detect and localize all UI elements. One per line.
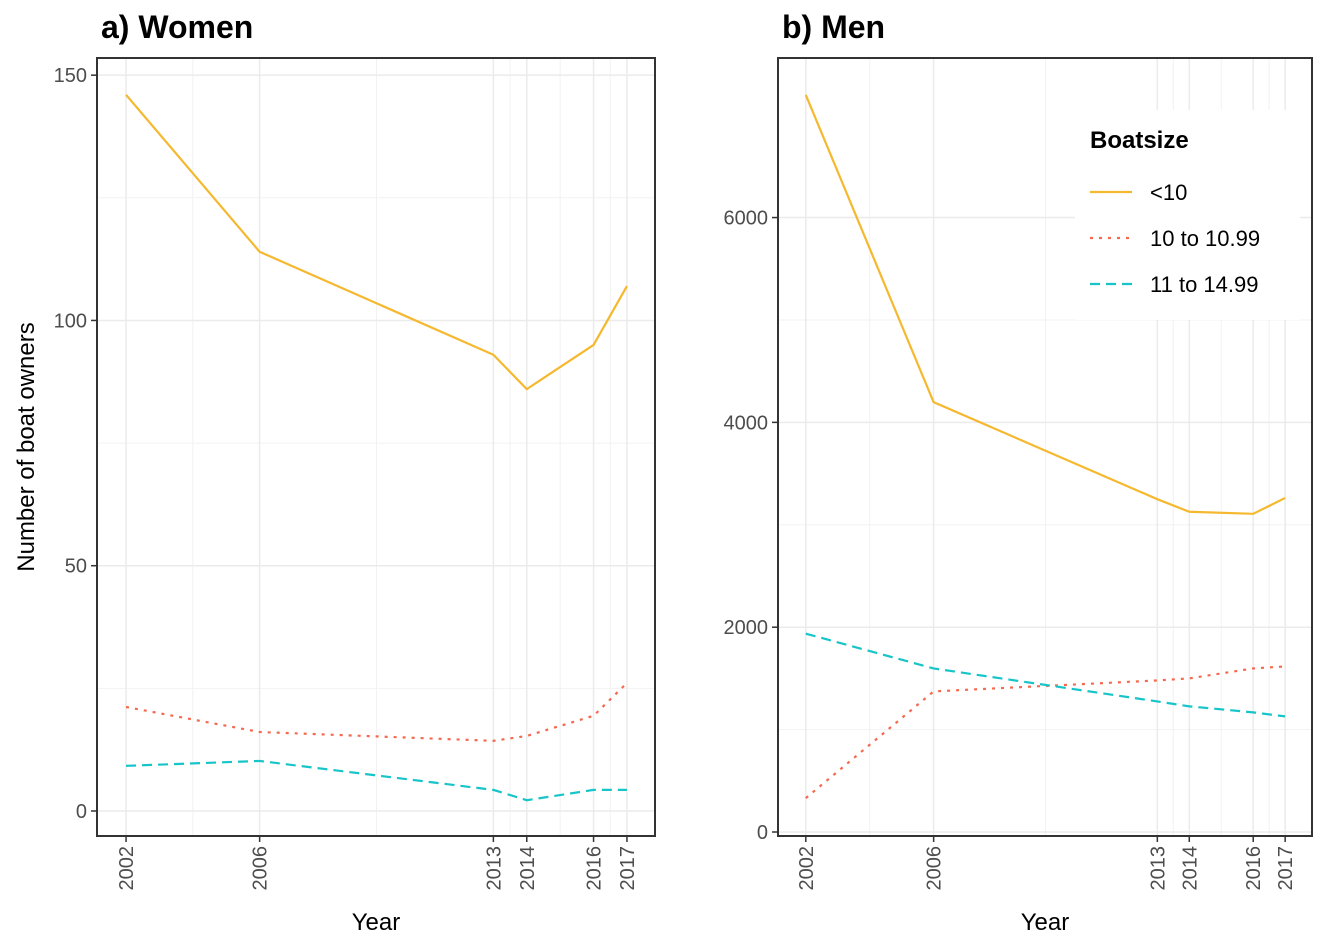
y-tick-label: 4000 bbox=[724, 412, 769, 434]
y-tick-label: 150 bbox=[54, 65, 87, 87]
x-tick-label: 2017 bbox=[1275, 846, 1297, 891]
x-tick-label: 2017 bbox=[617, 846, 639, 891]
plot-border bbox=[96, 57, 656, 837]
y-tick-label: 50 bbox=[65, 556, 87, 578]
plot-background bbox=[97, 58, 655, 836]
series-line bbox=[805, 632, 1286, 718]
series-line bbox=[804, 94, 1286, 515]
x-tick-label: 2013 bbox=[483, 846, 505, 891]
x-axis-label: Year bbox=[352, 909, 401, 936]
x-tick-label: 2006 bbox=[924, 846, 946, 891]
series-line bbox=[126, 759, 627, 802]
x-tick-label: 2002 bbox=[796, 846, 818, 891]
y-tick-label: 100 bbox=[54, 310, 87, 332]
x-tick-label: 2016 bbox=[1243, 846, 1265, 891]
x-tick-label: 2013 bbox=[1147, 846, 1169, 891]
legend-label: <10 bbox=[1150, 180, 1187, 205]
plot-border bbox=[777, 57, 1313, 837]
x-tick-label: 2006 bbox=[250, 846, 272, 891]
y-tick-label: 0 bbox=[76, 801, 87, 823]
chart-title: b) Men bbox=[782, 9, 885, 45]
series-line bbox=[805, 665, 1286, 799]
x-tick-label: 2016 bbox=[584, 846, 606, 891]
y-axis-label: Number of boat owners bbox=[13, 322, 40, 571]
y-tick-label: 0 bbox=[757, 822, 768, 844]
y-tick-label: 2000 bbox=[724, 617, 769, 639]
series-line bbox=[125, 94, 628, 391]
x-tick-label: 2014 bbox=[1179, 846, 1201, 891]
legend-label: 10 to 10.99 bbox=[1150, 226, 1260, 251]
x-axis-label: Year bbox=[1021, 909, 1070, 936]
chart-title: a) Women bbox=[101, 9, 253, 45]
x-tick-label: 2002 bbox=[116, 846, 138, 891]
x-tick-label: 2014 bbox=[517, 846, 539, 891]
legend-label: 11 to 14.99 bbox=[1150, 272, 1258, 297]
legend-title: Boatsize bbox=[1090, 127, 1189, 154]
y-tick-label: 6000 bbox=[724, 208, 769, 230]
